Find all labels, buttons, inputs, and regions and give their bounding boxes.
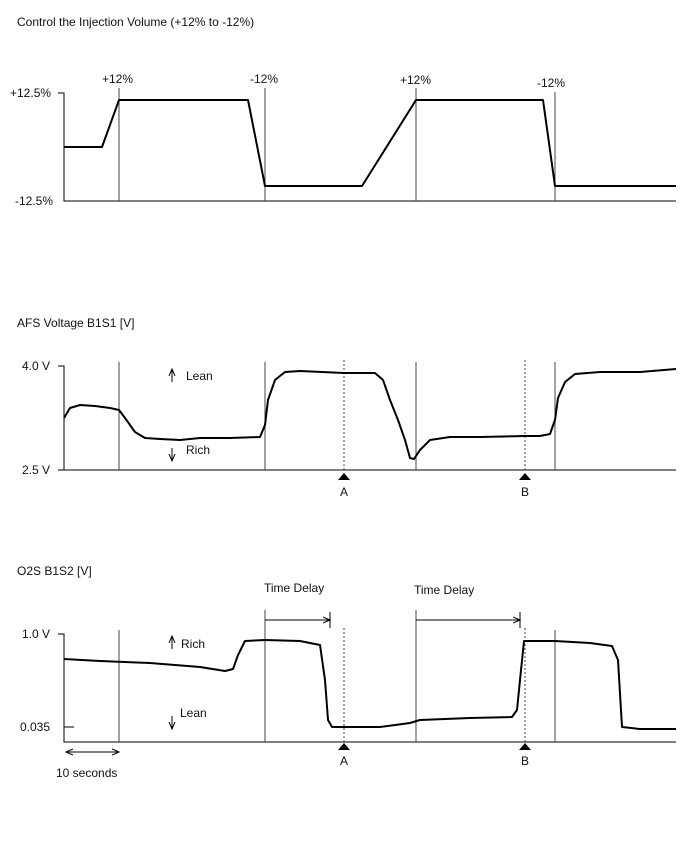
y-bottom-label: -12.5% <box>15 194 53 208</box>
marker-lines <box>118 88 556 201</box>
y-top-label: +12.5% <box>10 86 51 100</box>
waveform <box>63 368 677 460</box>
point-label: A <box>340 754 348 768</box>
marker-lines <box>118 360 556 470</box>
y-bottom-label: 0.035 <box>20 720 50 734</box>
y-top-label: 4.0 V <box>22 359 50 373</box>
point-label: A <box>340 485 348 499</box>
point-marker <box>338 743 350 750</box>
point-marker <box>519 743 531 750</box>
panel-title: O2S B1S2 [V] <box>17 564 92 578</box>
upper-note: Lean <box>186 369 213 383</box>
marker-label: -12% <box>250 72 278 86</box>
marker-label: -12% <box>537 76 565 90</box>
injection-panel: Control the Injection Volume (+12% to -1… <box>10 15 676 208</box>
delay-label: Time Delay <box>264 581 324 595</box>
y-bottom-label: 2.5 V <box>22 463 50 477</box>
point-marker <box>519 473 531 480</box>
y-top-label: 1.0 V <box>22 627 50 641</box>
marker-lines <box>118 610 556 742</box>
panel-title: AFS Voltage B1S1 [V] <box>17 316 134 330</box>
panel-title: Control the Injection Volume (+12% to -1… <box>17 15 254 29</box>
upper-note: Rich <box>181 637 205 651</box>
scale-note: 10 seconds <box>56 766 117 780</box>
marker-label: +12% <box>400 73 431 87</box>
lower-note: Rich <box>186 443 210 457</box>
lower-note: Lean <box>180 706 207 720</box>
axis <box>58 365 676 471</box>
afs-panel: AFS Voltage B1S1 [V] 4.0 V 2.5 V Lean Ri… <box>17 316 677 499</box>
delay-label: Time Delay <box>414 583 474 597</box>
point-label: B <box>521 754 529 768</box>
axis <box>58 633 676 743</box>
marker-label: +12% <box>102 72 133 86</box>
o2s-panel: O2S B1S2 [V] 1.0 V 0.035 Time Delay Time… <box>17 564 676 780</box>
waveform <box>63 639 676 730</box>
point-marker <box>338 473 350 480</box>
point-label: B <box>521 485 529 499</box>
axis <box>58 92 676 202</box>
waveform <box>64 99 676 187</box>
